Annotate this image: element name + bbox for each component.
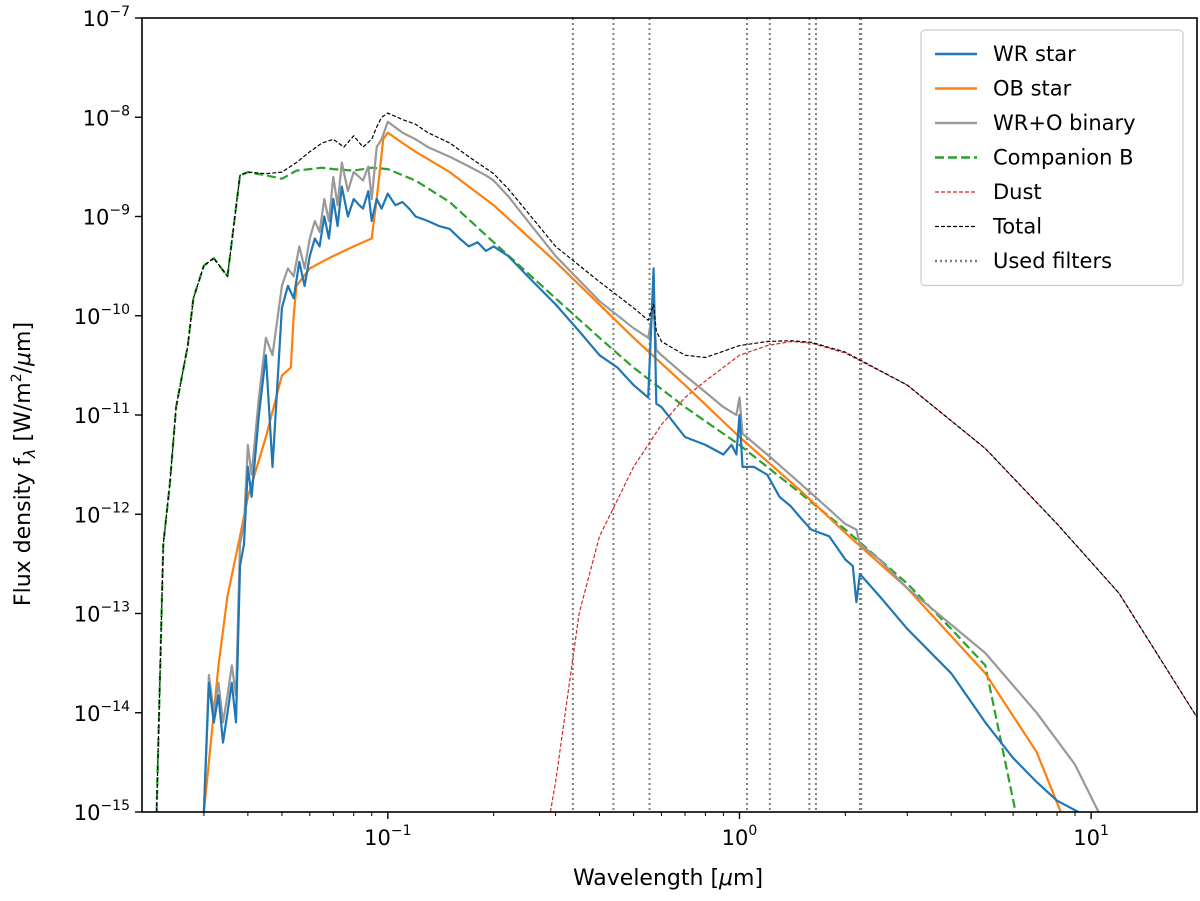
y-tick-label: 10−15 [74,798,130,825]
legend-label: Used filters [993,249,1112,273]
y-tick-label: 10−8 [83,103,130,130]
y-tick-label: 10−10 [74,302,130,329]
used-filters-lines [571,18,863,812]
y-tick-label: 10−12 [74,500,130,527]
series-lines [155,112,1197,812]
legend-label: OB star [993,77,1072,101]
y-tick-label: 10−7 [83,4,130,31]
legend-label: Companion B [993,146,1134,170]
legend-label: WR+O binary [993,111,1136,135]
ticks: 10−1 100 101 10−15 10−14 10−13 10−12 10−11 10−10… [74,4,1109,850]
y-tick-label: 10−9 [83,203,130,230]
y-tick-label: 10−11 [74,401,130,428]
legend-label: WR star [993,42,1076,66]
series-dust [549,340,1197,812]
legend-box [920,29,1184,287]
x-tick-label: 10−1 [364,823,411,850]
y-tick-label: 10−14 [74,699,130,726]
series-wr-star [202,185,1079,812]
legend-label: Dust [993,180,1042,204]
x-axis-label: Wavelength [μm] [573,866,763,891]
x-tick-label: 101 [1073,823,1109,850]
series-ob-star [202,131,1062,812]
series-total [156,112,1197,812]
series-wr-o-binary [202,120,1100,812]
y-axis-label: Flux density fλ [W/m2/μm] [9,322,39,606]
y-tick-label: 10−13 [74,600,130,627]
legend-label: Total [992,215,1042,239]
legend: WR star OB star WR+O binary Companion B Dust… [920,29,1184,287]
series-companion-b [155,166,1017,812]
x-tick-label: 100 [722,823,758,850]
